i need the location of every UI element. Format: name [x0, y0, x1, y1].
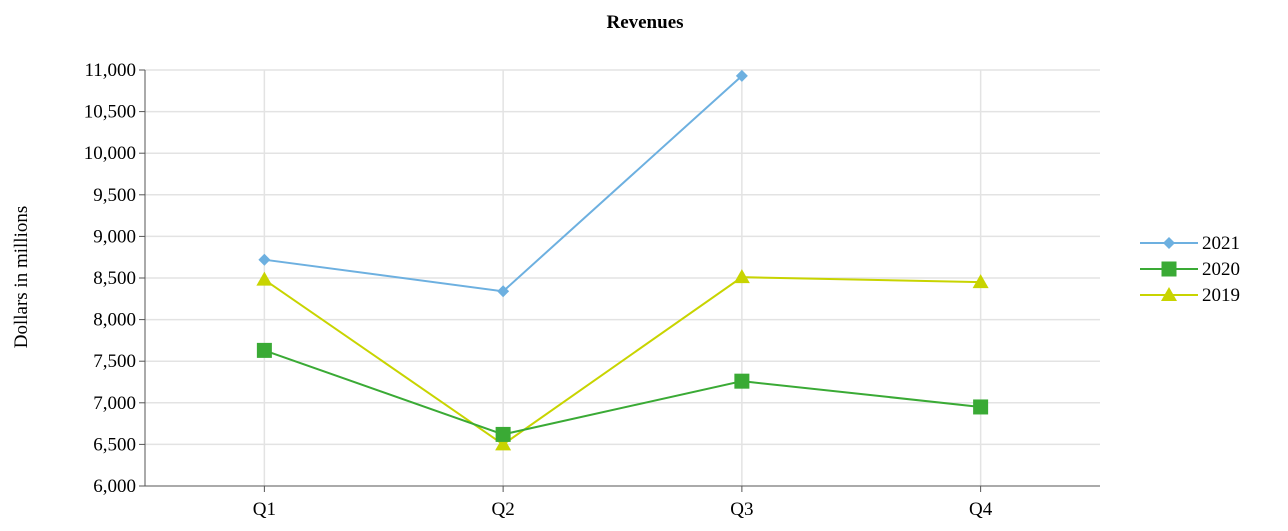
y-tick-label: 10,000: [84, 143, 136, 164]
y-tick-label: 7,000: [93, 393, 136, 414]
data-point-2019: [495, 436, 512, 451]
y-tick-label: 11,000: [84, 60, 136, 81]
series-line-2020: [264, 349, 981, 436]
data-point-2021: [497, 285, 510, 298]
data-point-2020: [973, 399, 989, 415]
x-tick-label: Q3: [730, 499, 753, 520]
y-tick-label: 9,500: [93, 185, 136, 206]
legend-marker: [1163, 237, 1175, 249]
legend-item-2021: 2021: [1140, 233, 1240, 254]
x-tick-label: Q4: [969, 499, 993, 520]
series-2020: [256, 342, 989, 442]
y-tick-label: 8,000: [93, 310, 136, 331]
y-tick-label: 10,500: [84, 102, 136, 123]
x-tick-label: Q2: [492, 499, 515, 520]
legend-label: 2021: [1202, 233, 1240, 254]
data-point-2021: [735, 69, 748, 82]
x-tick-label: Q1: [253, 499, 276, 520]
data-point-2019: [733, 269, 750, 284]
y-tick-label: 8,500: [93, 268, 136, 289]
data-point-2020: [256, 342, 272, 358]
axes: 6,000 6,500 7,000 7,500 8,000 8,500 9,000 9,500…: [84, 60, 1100, 520]
legend: 2021 2020 2019: [1140, 233, 1240, 306]
data-point-2020: [734, 373, 750, 389]
grid: [145, 69, 1100, 486]
y-tick-label: 6,000: [93, 476, 136, 497]
series-line-2019: [263, 276, 981, 446]
y-tick-label: 6,500: [93, 434, 136, 455]
legend-marker: [1161, 261, 1177, 277]
series-2021: [258, 69, 748, 298]
data-point-2021: [258, 253, 271, 266]
legend-item-2019: 2019: [1140, 285, 1240, 306]
series-2019: [256, 269, 989, 451]
y-tick-label: 9,000: [93, 226, 136, 247]
legend-label: 2019: [1202, 285, 1240, 306]
series-lines: [256, 69, 989, 451]
data-point-2020: [495, 426, 511, 442]
data-point-2019: [972, 274, 989, 289]
data-point-2019: [256, 271, 273, 286]
chart-title: Revenues: [606, 12, 683, 33]
y-tick-label: 7,500: [93, 351, 136, 372]
legend-item-2020: 2020: [1140, 259, 1240, 280]
legend-label: 2020: [1202, 259, 1240, 280]
legend-marker: [1161, 287, 1177, 301]
y-axis-label: Dollars in millions: [11, 206, 32, 349]
